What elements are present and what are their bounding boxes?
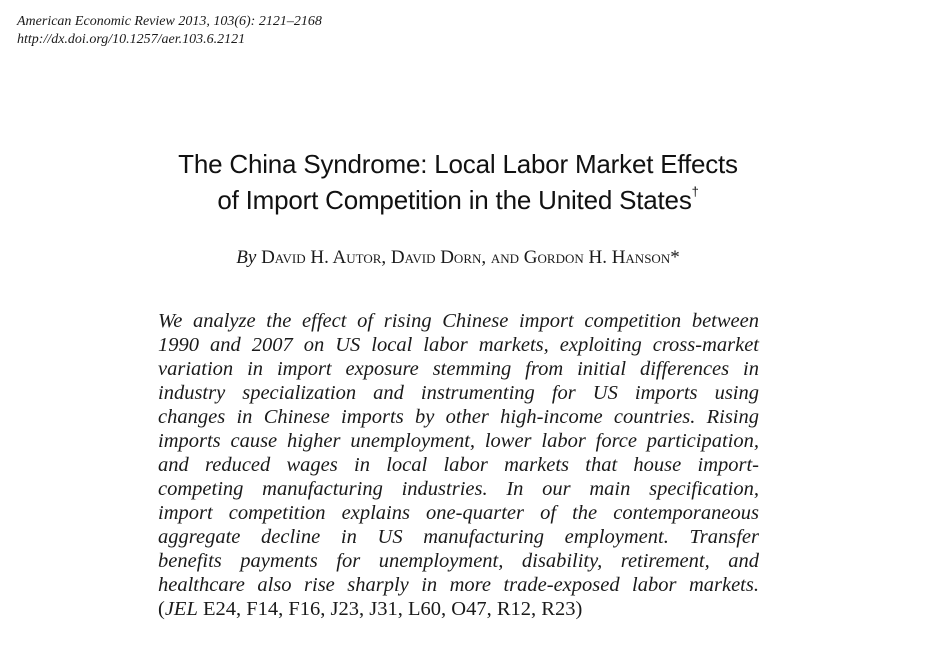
title-footnote-mark[interactable]: † <box>691 184 699 199</box>
abstract-line: competing manufacturing industries. In o… <box>158 478 759 500</box>
jel-open-paren: ( <box>158 598 165 620</box>
journal-citation: American Economic Review 2013, 103(6): 2… <box>17 14 322 29</box>
abstract-line: We analyze the effect of rising Chinese … <box>158 310 759 332</box>
abstract-line: industry specialization and instrumentin… <box>158 382 759 404</box>
abstract-line: changes in Chinese imports by other high… <box>158 406 759 428</box>
paper-title: The China Syndrome: Local Labor Market E… <box>0 146 916 218</box>
abstract-line: import competition explains one-quarter … <box>158 502 759 524</box>
abstract-line: benefits payments for unemployment, disa… <box>158 550 759 572</box>
title-line-2: of Import Competition in the United Stat… <box>0 182 916 218</box>
doi-link[interactable]: http://dx.doi.org/10.1257/aer.103.6.2121 <box>17 32 246 47</box>
title-line-1: The China Syndrome: Local Labor Market E… <box>178 149 738 179</box>
abstract-line: imports cause higher unemployment, lower… <box>158 430 759 452</box>
abstract-line: healthcare also rise sharply in more tra… <box>158 574 759 596</box>
title-line-2-text: of Import Competition in the United Stat… <box>217 185 692 215</box>
abstract-line: and reduced wages in local labor markets… <box>158 454 759 476</box>
abstract-line: aggregate decline in US manufacturing em… <box>158 526 759 548</box>
author-byline: By David H. Autor, David Dorn, and Gordo… <box>0 246 916 270</box>
author-names: David H. Autor, David Dorn, and Gordon H… <box>261 247 680 268</box>
abstract: We analyze the effect of rising Chinese … <box>158 309 759 621</box>
abstract-line: variation in import exposure stemming fr… <box>158 358 759 380</box>
abstract-line: 1990 and 2007 on US local labor markets,… <box>158 334 759 356</box>
jel-codes: (JEL E24, F14, F16, J23, J31, L60, O47, … <box>158 597 759 621</box>
jel-label: JEL <box>164 598 198 620</box>
byline-prefix: By <box>236 247 257 268</box>
journal-header: American Economic Review 2013, 103(6): 2… <box>17 13 322 49</box>
jel-code-list: E24, F14, F16, J23, J31, L60, O47, R12, … <box>197 598 583 620</box>
